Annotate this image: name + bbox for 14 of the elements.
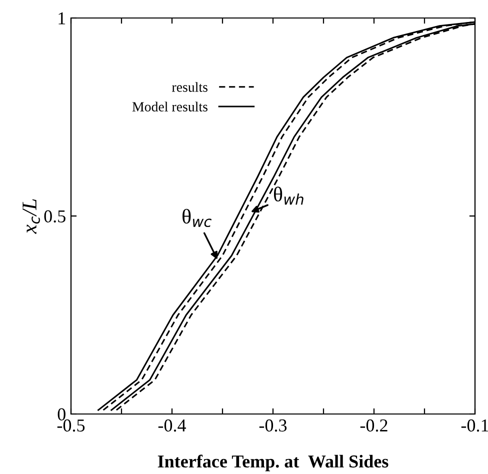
x-tick-label: -0.5 <box>57 419 85 432</box>
y-tick-label: 0.5 <box>44 210 66 223</box>
x-axis-title: Interface Temp. at Wall Sides <box>158 454 388 472</box>
annotation: θ$_{wc}$ <box>182 208 212 228</box>
x-tick-label: -0.4 <box>158 419 186 432</box>
legend-label: Model results <box>132 102 208 112</box>
y-axis-title: x$_{c}$/L <box>22 199 40 234</box>
x-tick-label: -0.1 <box>461 419 488 432</box>
x-tick-label: -0.2 <box>360 419 388 432</box>
x-tick-label: -0.3 <box>259 419 287 432</box>
y-tick-label: 0 <box>58 408 66 420</box>
legend-label: results <box>172 82 208 92</box>
y-tick-label: 1 <box>58 12 66 24</box>
annotation: θ$_{wh}$ <box>274 186 304 205</box>
